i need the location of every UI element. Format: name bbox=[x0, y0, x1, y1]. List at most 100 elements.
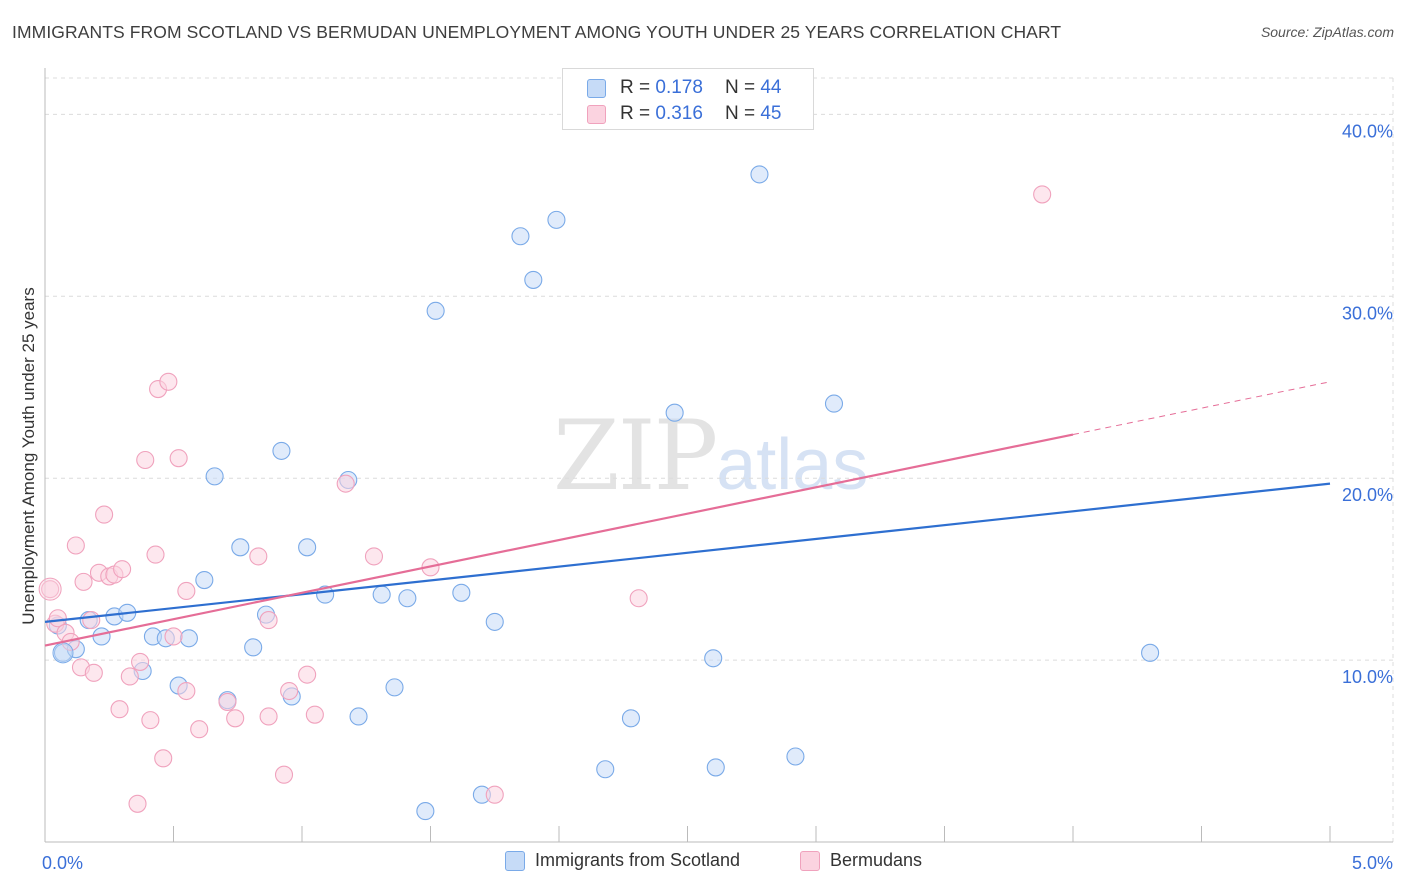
point-bermudans bbox=[280, 681, 299, 701]
point-scotland bbox=[298, 538, 317, 557]
point-bermudans bbox=[164, 627, 183, 646]
correlation-legend: R = 0.178 N = 44 R = 0.316 N = 45 bbox=[562, 68, 814, 130]
watermark: ZIPatlas bbox=[553, 400, 868, 512]
point-scotland bbox=[1141, 643, 1160, 662]
r-label: R = bbox=[620, 77, 651, 98]
source-credit: Source: ZipAtlas.com bbox=[1260, 24, 1394, 40]
point-scotland bbox=[398, 589, 417, 608]
point-scotland bbox=[485, 612, 504, 631]
point-scotland bbox=[205, 467, 224, 486]
legend-item-scotland[interactable]: Immigrants from Scotland bbox=[505, 850, 740, 871]
legend-label-bermudans: Bermudans bbox=[830, 850, 923, 870]
point-bermudans bbox=[82, 611, 101, 630]
point-bermudans bbox=[95, 505, 114, 524]
point-bermudans bbox=[41, 580, 60, 599]
y-tick-label: 20.0% bbox=[1342, 485, 1393, 505]
grid-lines bbox=[45, 77, 1394, 842]
point-scotland bbox=[195, 571, 214, 590]
point-bermudans bbox=[113, 560, 132, 579]
chart-title: IMMIGRANTS FROM SCOTLAND VS BERMUDAN UNE… bbox=[12, 22, 1062, 42]
series-legend: Immigrants from Scotland Bermudans bbox=[0, 850, 1406, 880]
y-tick-label: 40.0% bbox=[1342, 121, 1393, 141]
legend-swatch-bermudans bbox=[800, 850, 820, 871]
r-value-bermudans: 0.316 bbox=[655, 103, 703, 124]
point-scotland bbox=[621, 709, 641, 728]
point-bermudans bbox=[177, 581, 196, 601]
legend-row-bermudans: R = 0.316 N = 45 bbox=[587, 103, 781, 125]
point-bermudans bbox=[110, 700, 129, 719]
trend-line-scotland bbox=[44, 482, 1331, 623]
point-scotland bbox=[272, 441, 291, 460]
r-label: R = bbox=[620, 103, 651, 124]
point-bermudans bbox=[141, 711, 160, 730]
point-bermudans bbox=[485, 785, 504, 804]
trend-extension-bermudans bbox=[1072, 381, 1331, 436]
legend-row-scotland: R = 0.178 N = 44 bbox=[587, 77, 781, 99]
point-bermudans bbox=[190, 720, 209, 739]
point-scotland bbox=[750, 165, 769, 184]
legend-swatch-bermudans bbox=[587, 104, 606, 124]
point-bermudans bbox=[48, 609, 67, 628]
point-bermudans bbox=[74, 572, 93, 591]
point-bermudans bbox=[249, 547, 268, 566]
point-scotland bbox=[704, 649, 723, 668]
legend-item-bermudans[interactable]: Bermudans bbox=[800, 850, 922, 871]
point-scotland bbox=[824, 394, 844, 413]
point-bermudans bbox=[629, 589, 648, 608]
point-bermudans bbox=[154, 749, 173, 768]
point-bermudans bbox=[66, 536, 85, 555]
point-bermudans bbox=[169, 449, 188, 468]
n-value-bermudans: 45 bbox=[760, 103, 782, 124]
point-bermudans bbox=[131, 652, 150, 671]
point-scotland bbox=[452, 583, 471, 602]
n-value-scotland: 44 bbox=[760, 77, 782, 98]
y-tick-label: 10.0% bbox=[1342, 667, 1393, 687]
point-bermudans bbox=[120, 667, 139, 686]
n-label: N = bbox=[724, 77, 756, 98]
point-scotland bbox=[179, 629, 198, 648]
point-scotland-large bbox=[52, 642, 74, 664]
point-bermudans bbox=[128, 794, 147, 813]
point-scotland bbox=[547, 210, 566, 229]
watermark-zip: ZIP bbox=[553, 400, 718, 512]
point-scotland bbox=[231, 538, 250, 557]
point-scotland bbox=[92, 627, 111, 646]
point-bermudans bbox=[364, 547, 384, 566]
point-scotland bbox=[349, 707, 368, 726]
point-bermudans bbox=[1033, 185, 1052, 204]
y-tick-label: 30.0% bbox=[1342, 303, 1393, 323]
legend-label-scotland: Immigrants from Scotland bbox=[535, 850, 741, 870]
point-scotland bbox=[426, 301, 445, 320]
point-bermudans bbox=[84, 663, 103, 682]
point-bermudans bbox=[136, 450, 155, 470]
point-scotland bbox=[665, 403, 684, 422]
point-bermudans bbox=[259, 611, 278, 630]
legend-swatch-scotland bbox=[587, 78, 606, 98]
point-bermudans bbox=[298, 665, 317, 684]
point-scotland bbox=[244, 638, 263, 657]
n-label: N = bbox=[724, 103, 756, 124]
point-bermudans bbox=[226, 709, 245, 728]
point-bermudans bbox=[259, 707, 278, 726]
trend-lines bbox=[44, 381, 1331, 647]
point-bermudans bbox=[336, 474, 355, 493]
point-scotland bbox=[706, 758, 725, 777]
point-bermudans bbox=[159, 372, 178, 391]
point-bermudans bbox=[305, 705, 324, 724]
legend-swatch-scotland bbox=[505, 850, 525, 871]
point-scotland bbox=[524, 270, 543, 289]
r-value-scotland: 0.178 bbox=[655, 77, 703, 98]
point-scotland bbox=[416, 802, 435, 821]
x-tick-label: 5.0% bbox=[1352, 853, 1393, 873]
x-tick-label: 0.0% bbox=[42, 853, 83, 873]
point-bermudans bbox=[177, 681, 196, 701]
point-bermudans bbox=[146, 545, 165, 564]
point-scotland bbox=[385, 678, 404, 697]
trend-line-bermudans bbox=[44, 433, 1074, 647]
point-scotland bbox=[786, 747, 805, 766]
point-bermudans bbox=[218, 692, 237, 711]
tick-labels: 10.0% 20.0% 30.0% 40.0% 0.0% 5.0% bbox=[42, 121, 1393, 873]
point-scotland bbox=[372, 585, 391, 604]
point-scotland bbox=[511, 227, 530, 246]
